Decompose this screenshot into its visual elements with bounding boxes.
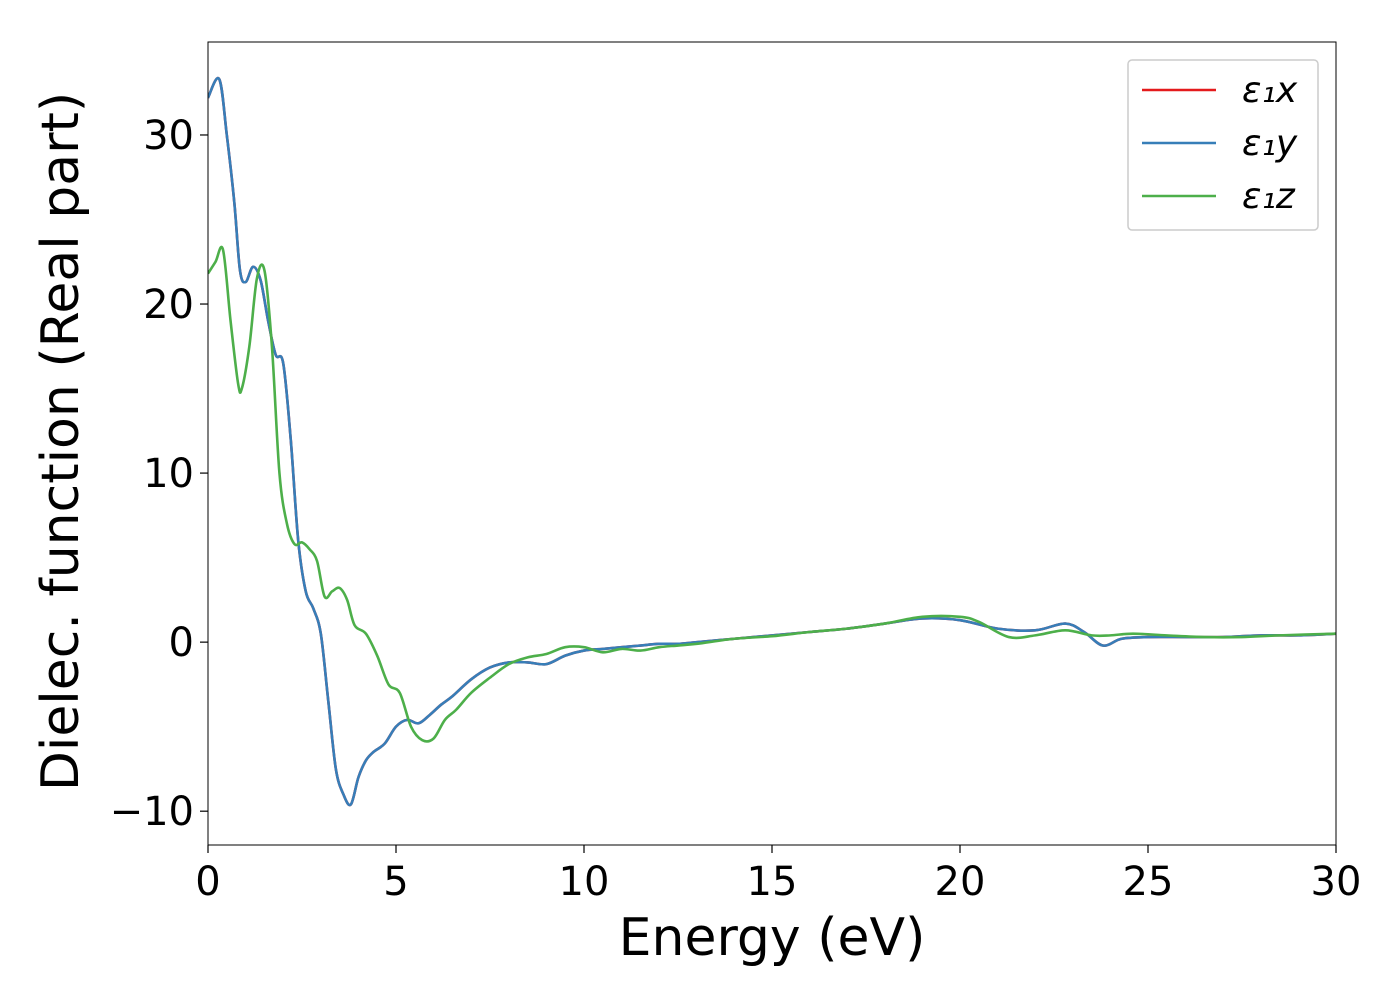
legend-items: ε₁x ε₁y ε₁z	[1142, 70, 1298, 217]
series-line-z	[208, 245, 1336, 743]
x-tick-label: 10	[559, 859, 610, 905]
x-axis-ticks: 0 5 10 15 20 25 30	[195, 845, 1361, 905]
legend-label: ε₁x	[1242, 70, 1298, 111]
plot-series	[208, 76, 1336, 807]
y-axis-ticks: −10 0 10 20 30	[110, 113, 208, 835]
x-axis-title: Energy (eV)	[619, 908, 926, 968]
y-tick-label: 30	[143, 113, 194, 159]
x-tick-label: 25	[1123, 859, 1174, 905]
x-tick-label: 0	[195, 859, 220, 905]
y-tick-label: 0	[169, 620, 194, 666]
x-tick-label: 30	[1311, 859, 1362, 905]
y-axis-title: Dielec. function (Real part)	[31, 92, 91, 791]
legend-box	[1127, 59, 1319, 231]
y-tick-label: 10	[143, 451, 194, 497]
plot-frame	[207, 41, 1337, 846]
series-line-y	[208, 76, 1336, 807]
legend: ε₁x ε₁y ε₁z	[1127, 59, 1319, 231]
legend-label: ε₁y	[1242, 123, 1298, 164]
x-tick-label: 20	[935, 859, 986, 905]
x-tick-label: 5	[383, 859, 408, 905]
y-tick-label: 20	[143, 282, 194, 328]
y-tick-label: −10	[110, 789, 194, 835]
legend-label: ε₁z	[1242, 176, 1296, 217]
x-tick-label: 15	[747, 859, 798, 905]
